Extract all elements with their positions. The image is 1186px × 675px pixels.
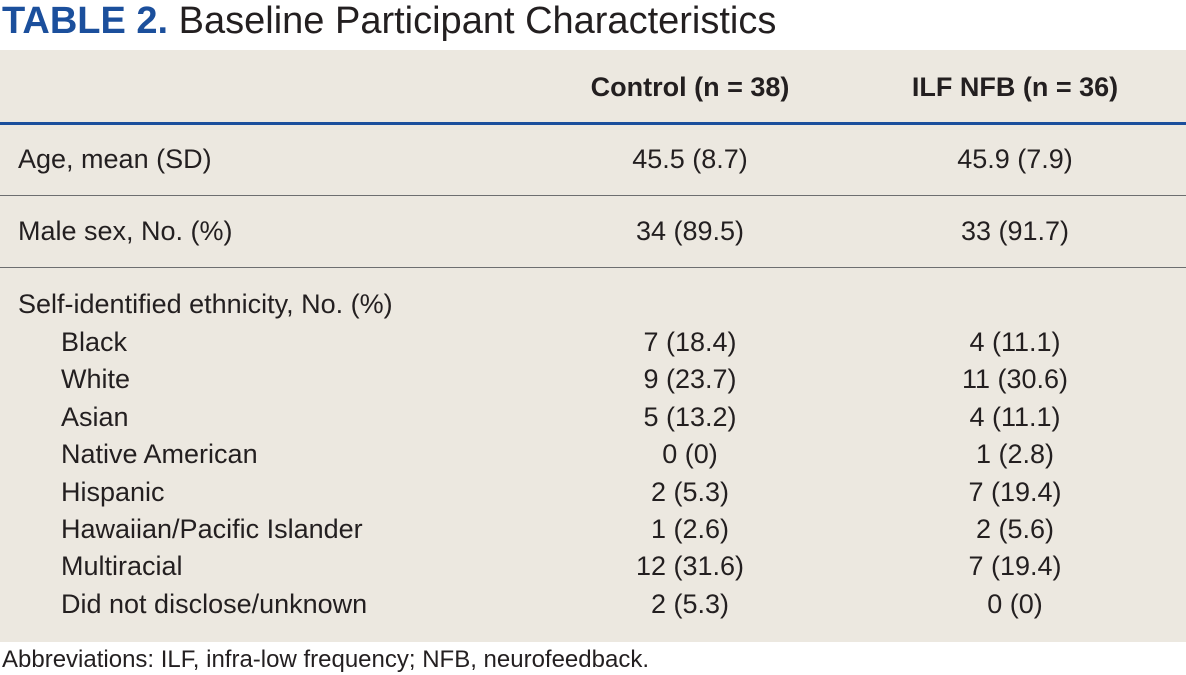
row-rule xyxy=(0,195,1186,196)
cell: 12 (31.6) xyxy=(635,551,745,582)
row-label: Age, mean (SD) xyxy=(18,144,212,174)
cell: 0 (0) xyxy=(987,588,1043,619)
cell: 45.5 (8.7) xyxy=(632,144,748,174)
cell: 45.9 (7.9) xyxy=(957,144,1073,174)
cell: 4 (11.1) xyxy=(969,327,1061,357)
row-label: Hawaiian/Pacific Islander xyxy=(61,514,363,544)
cell: 2 (5.6) xyxy=(975,514,1055,544)
cell: 4 (11.1) xyxy=(969,401,1061,432)
header-rule xyxy=(0,122,1186,125)
row-label: Native American xyxy=(61,439,258,470)
row-label: Male sex, No. (%) xyxy=(18,216,233,246)
row-label: Multiracial xyxy=(61,551,183,582)
column-header: Control (n = 38) xyxy=(590,72,790,102)
cell: 1 (2.8) xyxy=(975,439,1055,470)
row-rule xyxy=(0,267,1186,268)
column-header: ILF NFB (n = 36) xyxy=(911,72,1119,102)
row-label: White xyxy=(61,364,131,395)
title-text: Baseline Participant Characteristics xyxy=(178,0,777,42)
title-label: TABLE 2. xyxy=(2,0,169,42)
row-label: Did not disclose/unknown xyxy=(61,588,368,619)
footnote: Abbreviations: ILF, infra-low frequency;… xyxy=(2,646,649,673)
cell: 7 (18.4) xyxy=(643,327,737,357)
cell: 33 (91.7) xyxy=(960,216,1070,246)
cell: 9 (23.7) xyxy=(643,364,737,395)
cell: 0 (0) xyxy=(662,439,718,470)
table-panel xyxy=(0,50,1186,642)
cell: 7 (19.4) xyxy=(968,551,1062,582)
row-label: Black xyxy=(61,327,128,357)
cell: 2 (5.3) xyxy=(650,476,730,507)
cell: 34 (89.5) xyxy=(635,216,745,246)
row-label: Hispanic xyxy=(61,476,165,507)
cell: 1 (2.6) xyxy=(650,514,730,544)
title: TABLE 2. Baseline Participant Characteri… xyxy=(2,0,776,44)
row-label: Asian xyxy=(61,401,129,432)
group-label: Self-identified ethnicity, No. (%) xyxy=(18,289,393,319)
cell: 5 (13.2) xyxy=(643,401,737,432)
cell: 11 (30.6) xyxy=(961,364,1069,395)
cell: 7 (19.4) xyxy=(968,476,1062,507)
cell: 2 (5.3) xyxy=(650,588,730,619)
